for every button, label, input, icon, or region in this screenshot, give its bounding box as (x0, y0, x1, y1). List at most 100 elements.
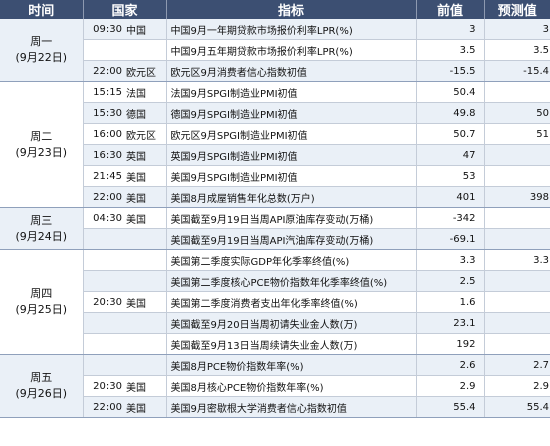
day-date: (9月23日) (15, 145, 68, 159)
table-row: 22:00 美国 美国8月成屋销售年化总数(万户) 401 398 (0, 186, 550, 208)
day-weekday: 周一 (30, 35, 53, 48)
header-forecast: 预测值 (484, 0, 550, 19)
previous-value: 53 (416, 165, 485, 187)
day-weekday: 周三 (30, 213, 53, 227)
country-cell: 美国 (124, 396, 167, 418)
indicator-cell: 欧元区9月消费者信心指数初值 (166, 60, 417, 82)
time-cell (83, 354, 124, 376)
forecast-value: 55.4 (484, 396, 550, 418)
time-cell (83, 228, 124, 250)
time-cell: 21:45 (83, 165, 124, 187)
day-weekday: 周二 (30, 129, 53, 143)
time-cell: 22:00 (83, 186, 124, 208)
table-row: 周二 (9月23日) 15:15 法国 法国9月SPGI制造业PMI初值 50.4 (0, 81, 550, 208)
table-row: 美国截至9月19日当周API汽油库存变动(万桶) -69.1 (0, 228, 550, 250)
forecast-value: 3 (484, 19, 550, 40)
country-cell: 德国 (124, 102, 167, 124)
previous-value: -15.5 (416, 60, 485, 82)
country-cell: 法国 (124, 81, 167, 103)
indicator-cell: 美国8月PCE物价指数年率(%) (166, 354, 417, 376)
indicator-cell: 中国9月一年期贷款市场报价利率LPR(%) (166, 19, 417, 40)
table-row: 美国第二季度核心PCE物价指数年化季率终值(%) 2.5 (0, 270, 550, 292)
time-cell: 16:30 (83, 144, 124, 166)
indicator-cell: 德国9月SPGI制造业PMI初值 (166, 102, 417, 124)
previous-value: 50.4 (416, 81, 485, 103)
header-previous: 前值 (416, 0, 485, 19)
country-cell: 欧元区 (124, 123, 167, 145)
country-cell: 欧元区 (124, 60, 167, 82)
country-cell (124, 312, 167, 334)
indicator-cell: 美国截至9月19日当周API原油库存变动(万桶) (166, 207, 417, 229)
forecast-value: 3.3 (484, 249, 550, 271)
table-row: 20:30 美国 美国8月核心PCE物价指数年率(%) 2.9 2.9 (0, 375, 550, 397)
day-weekday: 周四 (30, 287, 53, 300)
table-row: 中国9月五年期贷款市场报价利率LPR(%) 3.5 3.5 (0, 39, 550, 61)
previous-value: 192 (416, 333, 485, 355)
country-cell (124, 249, 167, 271)
previous-value: 3 (416, 19, 485, 40)
time-cell: 22:00 (83, 60, 124, 82)
indicator-cell: 美国第二季度消费者支出年化季率终值(%) (166, 291, 417, 313)
time-cell: 20:30 (83, 291, 124, 313)
country-cell: 美国 (124, 165, 167, 187)
indicator-cell: 美国8月核心PCE物价指数年率(%) (166, 375, 417, 397)
table-row: 15:30 德国 德国9月SPGI制造业PMI初值 49.8 50 (0, 102, 550, 124)
table-row: 美国截至9月20日当周初请失业金人数(万) 23.1 (0, 312, 550, 334)
forecast-value (484, 291, 550, 313)
indicator-cell: 欧元区9月SPGI制造业PMI初值 (166, 123, 417, 145)
day-cell: 周五 (9月26日) (0, 354, 84, 418)
previous-value: 47 (416, 144, 485, 166)
forecast-value (484, 312, 550, 334)
header-country: 国家 (83, 0, 167, 19)
indicator-cell: 美国第二季度核心PCE物价指数年化季率终值(%) (166, 270, 417, 292)
table-body: 周一 (9月22日) 09:30 中国 中国9月一年期贷款市场报价利率LPR(%) 3 3 中… (0, 19, 550, 418)
header-row: 时间 国家 指标 前值 预测值 (0, 0, 550, 19)
table-row: 22:00 欧元区 欧元区9月消费者信心指数初值 -15.5 -15.4 (0, 60, 550, 82)
indicator-cell: 英国9月SPGI制造业PMI初值 (166, 144, 417, 166)
indicator-cell: 美国9月密歇根大学消费者信心指数初值 (166, 396, 417, 418)
forecast-value (484, 144, 550, 166)
day-cell: 周二 (9月23日) (0, 81, 84, 208)
indicator-cell: 美国截至9月19日当周API汽油库存变动(万桶) (166, 228, 417, 250)
economic-calendar-table: 时间 国家 指标 前值 预测值 周一 (9月22日) 09:30 中国 中国9月一年期贷… (0, 0, 550, 418)
previous-value: 401 (416, 186, 485, 208)
previous-value: 49.8 (416, 102, 485, 124)
time-cell: 20:30 (83, 375, 124, 397)
country-cell (124, 228, 167, 250)
forecast-value: 398 (484, 186, 550, 208)
day-weekday: 周五 (30, 371, 53, 384)
forecast-value: 2.7 (484, 354, 550, 376)
indicator-cell: 美国9月SPGI制造业PMI初值 (166, 165, 417, 187)
day-cell: 周四 (9月25日) (0, 249, 84, 355)
previous-value: 2.6 (416, 354, 485, 376)
indicator-cell: 美国8月成屋销售年化总数(万户) (166, 186, 417, 208)
forecast-value (484, 207, 550, 229)
day-cell: 周三 (9月24日) (0, 207, 84, 250)
forecast-value: 2.9 (484, 375, 550, 397)
time-cell: 09:30 (83, 19, 124, 40)
forecast-value: -15.4 (484, 60, 550, 82)
time-cell (83, 333, 124, 355)
time-cell: 15:15 (83, 81, 124, 103)
day-date: (9月26日) (15, 387, 68, 400)
indicator-cell: 法国9月SPGI制造业PMI初值 (166, 81, 417, 103)
forecast-value: 3.5 (484, 39, 550, 61)
time-cell: 04:30 (83, 207, 124, 229)
forecast-value: 51 (484, 123, 550, 145)
time-cell (83, 39, 124, 61)
country-cell: 美国 (124, 291, 167, 313)
previous-value: 3.3 (416, 249, 485, 271)
previous-value: -342 (416, 207, 485, 229)
time-cell (83, 270, 124, 292)
country-cell: 美国 (124, 186, 167, 208)
table-row: 20:30 美国 美国第二季度消费者支出年化季率终值(%) 1.6 (0, 291, 550, 313)
header-indicator: 指标 (166, 0, 417, 19)
country-cell (124, 333, 167, 355)
country-cell (124, 354, 167, 376)
table-row: 周一 (9月22日) 09:30 中国 中国9月一年期贷款市场报价利率LPR(%) 3 3 (0, 19, 550, 82)
country-cell: 美国 (124, 375, 167, 397)
time-cell: 22:00 (83, 396, 124, 418)
country-cell: 英国 (124, 144, 167, 166)
forecast-value (484, 165, 550, 187)
country-cell: 美国 (124, 207, 167, 229)
